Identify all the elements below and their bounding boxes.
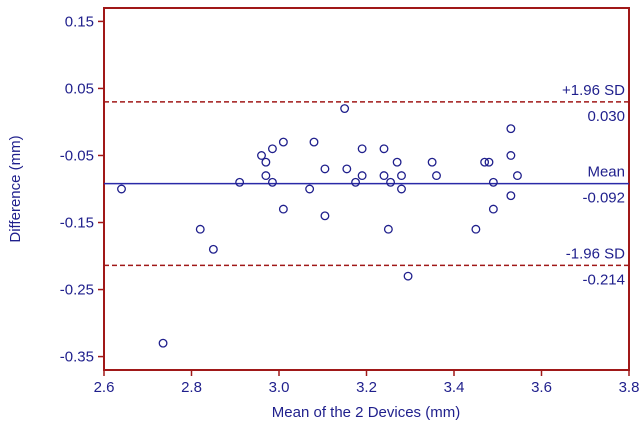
data-point [379, 171, 389, 181]
data-point [484, 157, 494, 167]
y-tick-label: -0.25 [60, 282, 94, 299]
data-point [480, 157, 490, 167]
data-point [267, 144, 277, 154]
data-point [309, 137, 319, 147]
data-point [357, 144, 367, 154]
data-point [320, 211, 330, 221]
data-point [432, 171, 441, 181]
data-points [117, 104, 522, 348]
data-point [392, 157, 402, 167]
data-point [278, 204, 288, 214]
x-tick-label: 3.2 [356, 379, 377, 396]
data-point [267, 177, 277, 187]
data-point [261, 157, 271, 167]
data-point [506, 191, 516, 201]
data-point [403, 271, 413, 281]
data-point [383, 224, 393, 234]
x-tick-label: 3.8 [619, 379, 640, 396]
x-axis-ticks: 2.6 2.8 3.0 3.2 3.4 3.6 3.8 [94, 370, 640, 396]
data-point [305, 184, 315, 194]
data-point [342, 164, 352, 174]
data-point [235, 177, 245, 187]
data-point [488, 204, 498, 214]
upper-line-value: 0.030 [587, 108, 625, 125]
data-point [386, 177, 396, 187]
x-tick-label: 3.0 [269, 379, 290, 396]
x-tick-label: 2.8 [181, 379, 202, 396]
data-point [397, 184, 406, 194]
y-tick-label: 0.05 [65, 80, 94, 97]
data-point [257, 151, 266, 160]
data-point [278, 137, 288, 147]
x-tick-label: 3.6 [531, 379, 552, 396]
lower-line-label: -1.96 SD [566, 245, 625, 262]
data-point [379, 144, 389, 154]
x-axis-title: Mean of the 2 Devices (mm) [272, 404, 460, 421]
data-point [158, 338, 168, 348]
y-tick-label: -0.35 [60, 349, 94, 366]
plot-area [103, 7, 630, 371]
data-point [351, 177, 361, 187]
data-point [506, 124, 516, 134]
data-point [195, 224, 205, 234]
data-point [471, 224, 481, 234]
x-tick-label: 3.4 [444, 379, 465, 396]
data-point [117, 184, 126, 194]
data-point [261, 171, 271, 181]
data-point [512, 171, 522, 181]
y-axis-ticks: 0.15 0.05 -0.05 -0.15 -0.25 -0.35 [60, 13, 104, 366]
upper-line-label: +1.96 SD [562, 82, 625, 99]
mean-line-label: Mean [587, 164, 625, 181]
mean-line-value: -0.092 [582, 190, 625, 207]
data-point [208, 244, 218, 254]
y-axis-title: Difference (mm) [7, 135, 24, 242]
y-tick-label: 0.15 [65, 13, 94, 30]
x-tick-label: 2.6 [94, 379, 115, 396]
data-point [357, 171, 367, 181]
data-point [488, 177, 498, 187]
y-tick-label: -0.05 [60, 147, 94, 164]
data-point [427, 157, 437, 167]
data-point [397, 171, 406, 181]
y-tick-label: -0.15 [60, 215, 94, 232]
data-point [340, 104, 350, 114]
lower-line-value: -0.214 [582, 271, 625, 288]
reference-lines: +1.96 SD 0.030 Mean -0.092 -1.96 SD -0.214 [104, 82, 629, 288]
data-point [320, 164, 330, 174]
data-point [506, 151, 516, 160]
